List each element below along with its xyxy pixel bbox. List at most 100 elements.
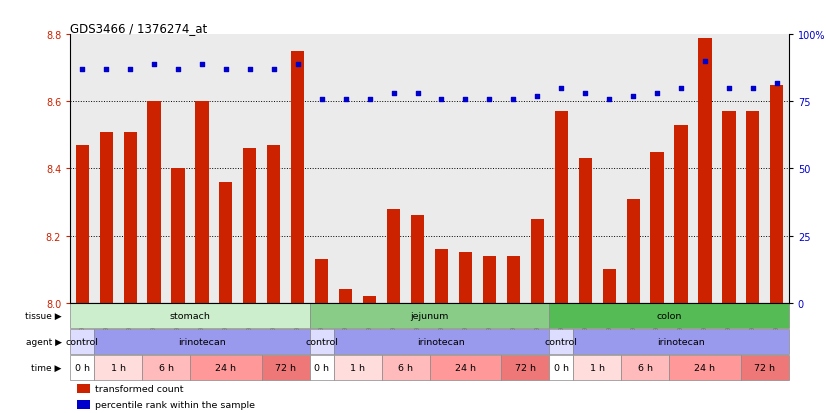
Point [530,93,544,100]
Text: jejunum: jejunum [411,311,449,320]
Bar [268,146,280,303]
Bar [549,330,573,354]
Point [387,91,401,97]
Text: 6 h: 6 h [638,363,653,373]
Point [699,59,712,65]
Point [555,85,568,92]
Bar [549,356,573,380]
Point [651,91,664,97]
Point [770,80,783,87]
Point [482,96,496,103]
Point [746,85,759,92]
Bar [430,356,501,380]
Bar [579,159,591,303]
Bar [70,330,94,354]
Text: irinotecan: irinotecan [657,337,705,347]
Bar [411,216,424,303]
Point [434,96,448,103]
Bar [262,356,310,380]
Bar [627,199,639,303]
Point [363,96,377,103]
Point [172,66,185,73]
Bar [94,356,142,380]
Text: 72 h: 72 h [275,363,297,373]
Bar [316,259,328,303]
Bar [723,112,735,303]
Bar [142,356,190,380]
Point [602,96,615,103]
Bar [339,290,352,303]
Bar [651,152,663,303]
Bar [70,304,310,328]
Text: time ▶: time ▶ [31,363,62,373]
Bar [310,304,549,328]
Bar [573,356,621,380]
Point [220,66,233,73]
Point [195,61,208,68]
Text: 72 h: 72 h [515,363,536,373]
Point [99,66,112,73]
Text: 0 h: 0 h [314,363,330,373]
Point [124,66,137,73]
Bar [669,356,741,380]
Bar [334,356,382,380]
Bar [382,356,430,380]
Text: 24 h: 24 h [455,363,476,373]
Bar [501,356,549,380]
Bar [675,126,687,303]
Text: control: control [545,337,577,347]
Point [76,66,89,73]
Point [459,96,472,103]
Text: 1 h: 1 h [350,363,365,373]
Bar [334,330,549,354]
Bar [100,132,112,303]
Text: 24 h: 24 h [216,363,236,373]
Bar [148,102,160,303]
Text: 24 h: 24 h [695,363,715,373]
Text: tissue ▶: tissue ▶ [25,311,62,320]
Bar [310,356,334,380]
Bar [76,146,88,303]
Bar [78,400,90,409]
Bar [363,296,376,303]
Text: agent ▶: agent ▶ [26,337,62,347]
Text: percentile rank within the sample: percentile rank within the sample [95,400,255,409]
Bar [94,330,310,354]
Point [243,66,256,73]
Point [722,85,735,92]
Bar [483,256,496,303]
Bar [310,330,334,354]
Bar [741,356,789,380]
Bar [531,219,544,303]
Bar [771,85,783,303]
Bar [244,149,256,303]
Point [506,96,520,103]
Bar [747,112,759,303]
Text: 72 h: 72 h [754,363,776,373]
Bar [292,52,304,303]
Bar [220,183,232,303]
Text: colon: colon [657,311,681,320]
Text: 6 h: 6 h [398,363,413,373]
Text: irinotecan: irinotecan [418,337,465,347]
Point [674,85,687,92]
Bar [435,249,448,303]
Bar [196,102,208,303]
Point [267,66,280,73]
Text: control: control [306,337,338,347]
Bar [573,330,789,354]
Bar [172,169,184,303]
Point [626,93,639,100]
Point [292,61,305,68]
Bar [70,356,94,380]
Point [316,96,329,103]
Point [148,61,161,68]
Bar [387,209,400,303]
Bar [124,132,136,303]
Bar [621,356,669,380]
Text: 0 h: 0 h [553,363,569,373]
Text: control: control [66,337,98,347]
Bar [699,38,711,303]
Text: 1 h: 1 h [590,363,605,373]
Text: transformed count: transformed count [95,384,184,393]
